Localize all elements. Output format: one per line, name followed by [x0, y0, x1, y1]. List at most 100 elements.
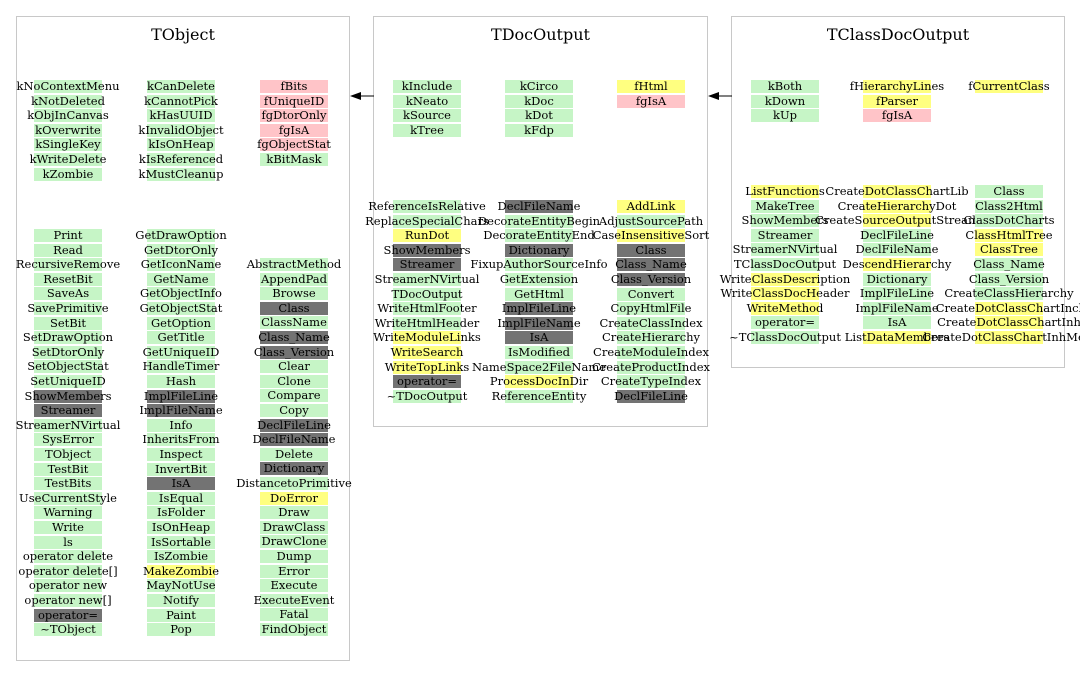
member-background — [147, 153, 215, 166]
member-background — [505, 316, 573, 330]
member-background — [505, 243, 573, 257]
member-label: kNeato — [405, 93, 449, 108]
member-label: GetDtorOnly — [144, 242, 218, 257]
member-background — [260, 374, 328, 388]
member-label: ShowMembers — [741, 213, 829, 228]
member-background — [975, 199, 1043, 213]
member-label: Streamer — [40, 403, 96, 418]
member-background — [505, 229, 573, 243]
member-label: RunDot — [404, 228, 450, 243]
member-background — [260, 360, 328, 374]
member-label: kDoc — [524, 93, 554, 108]
member-label: SetDrawOption — [22, 330, 114, 345]
member-label: DeclFileName — [855, 242, 939, 257]
member-label: FindObject — [261, 622, 327, 636]
member-label: operator= — [37, 607, 99, 622]
member-label: Delete — [275, 446, 313, 461]
member-background — [393, 346, 461, 359]
member-background — [34, 521, 102, 534]
member-label: kIsOnHeap — [148, 137, 214, 152]
member-label: Copy — [279, 403, 309, 417]
member-label: CreateHierarchy — [601, 330, 701, 345]
member-background — [34, 80, 102, 93]
member-background — [260, 535, 328, 549]
member-label: TestBits — [44, 476, 92, 491]
member-background — [393, 331, 461, 345]
member-label: Class — [278, 300, 310, 315]
member-background — [863, 109, 931, 123]
member-background — [34, 477, 102, 491]
member-label: IsFolder — [156, 505, 206, 520]
member-background — [975, 228, 1043, 242]
member-label: fgIsA — [635, 93, 667, 108]
member-background — [260, 593, 328, 607]
member-background — [393, 287, 461, 301]
member-label: ~TDocOutput — [386, 388, 468, 403]
member-background — [34, 433, 102, 447]
member-label: Clear — [278, 359, 310, 374]
member-background — [505, 287, 573, 301]
member-background — [393, 94, 461, 108]
member-label: WriteModuleLinks — [373, 330, 481, 345]
member-background — [260, 109, 328, 123]
member-label: kInclude — [401, 79, 453, 93]
member-background — [147, 506, 215, 520]
member-background — [393, 316, 461, 330]
member-label: ResetBit — [43, 271, 93, 286]
member-background — [617, 273, 685, 286]
member-background — [147, 302, 215, 315]
member-background — [147, 360, 215, 374]
member-label: ListFunctions — [745, 184, 825, 198]
member-label: CopyHtmlFile — [610, 301, 692, 316]
member-background — [505, 258, 573, 272]
member-label: Class_Name — [615, 257, 687, 272]
member-label: ImplFileName — [497, 315, 581, 330]
member-background — [34, 375, 102, 388]
member-background — [863, 228, 931, 242]
member-label: CreateDotClassChartInhMem — [922, 330, 1080, 344]
member-label: GetHtml — [514, 286, 564, 301]
member-label: kSingleKey — [35, 137, 101, 152]
member-label: CreateDotClassChartIncl — [935, 300, 1080, 315]
member-background — [34, 360, 102, 374]
member-background — [260, 316, 328, 330]
member-label: fUniqueID — [263, 93, 325, 108]
member-background — [617, 316, 685, 330]
member-label: Class_Name — [258, 330, 330, 344]
member-background — [751, 301, 819, 315]
member-background — [617, 287, 685, 301]
member-label: DecorateEntityBegin — [477, 213, 601, 228]
member-label: DeclFileName — [497, 199, 581, 213]
member-label: Error — [278, 563, 310, 578]
member-background — [260, 520, 328, 534]
member-background — [147, 491, 215, 505]
member-label: RecursiveRemove — [15, 257, 121, 272]
member-label: kCanDelete — [147, 79, 215, 93]
member-background — [147, 287, 215, 301]
member-label: Class — [635, 242, 667, 257]
member-background — [975, 185, 1043, 198]
member-background — [617, 375, 685, 389]
member-label: fHtml — [634, 79, 668, 93]
member-label: Class_Name — [973, 257, 1045, 271]
member-label: GetName — [153, 271, 209, 286]
member-background — [147, 138, 215, 152]
member-label: Inspect — [159, 447, 203, 461]
member-background — [260, 94, 328, 108]
member-label: ImplFileName — [855, 300, 939, 315]
member-label: NameSpace2FileName — [471, 359, 607, 374]
member-background — [147, 623, 215, 637]
member-background — [751, 243, 819, 257]
member-background — [975, 214, 1043, 228]
member-background — [147, 564, 215, 578]
member-background — [260, 287, 328, 301]
member-background — [260, 272, 328, 286]
member-background — [34, 153, 102, 166]
member-label: fCurrentClass — [968, 79, 1050, 93]
member-label: IsSortable — [150, 534, 212, 549]
member-label: Clone — [277, 373, 311, 388]
member-label: MakeTree — [755, 198, 815, 213]
member-background — [260, 123, 328, 137]
member-background — [147, 229, 215, 242]
member-background — [975, 331, 1043, 344]
